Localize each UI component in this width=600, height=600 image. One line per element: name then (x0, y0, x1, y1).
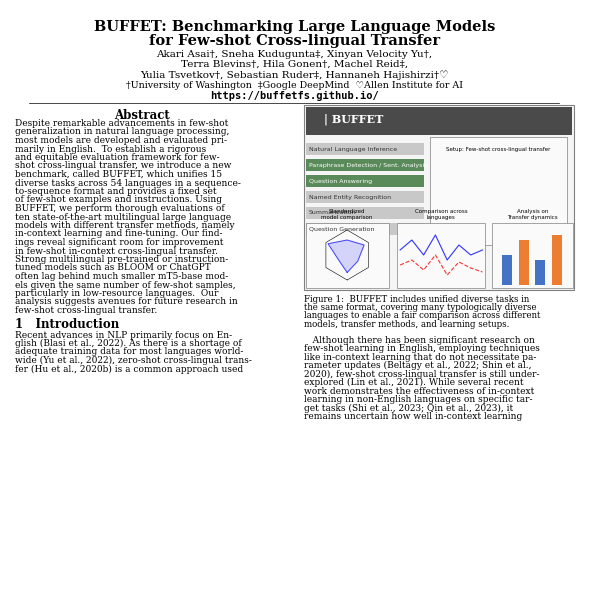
FancyBboxPatch shape (306, 175, 424, 187)
Text: languages to enable a fair comparison across different: languages to enable a fair comparison ac… (304, 311, 541, 320)
Text: models, transfer methods, and learning setups.: models, transfer methods, and learning s… (304, 320, 509, 329)
Text: Despite remarkable advancements in few-shot: Despite remarkable advancements in few-s… (15, 119, 228, 128)
Text: of few-shot examples and instructions. Using: of few-shot examples and instructions. U… (15, 196, 222, 205)
Text: https://buffetfs.github.io/: https://buffetfs.github.io/ (210, 91, 379, 101)
Text: Comparison across
languages: Comparison across languages (415, 209, 467, 220)
Text: fer (Hu et al., 2020b) is a common approach used: fer (Hu et al., 2020b) is a common appro… (15, 364, 243, 374)
FancyBboxPatch shape (492, 223, 572, 288)
Text: work demonstrates the effectiveness of in-context: work demonstrates the effectiveness of i… (304, 387, 535, 396)
Text: get tasks (Shi et al., 2023; Qin et al., 2023), it: get tasks (Shi et al., 2023; Qin et al.,… (304, 404, 513, 413)
FancyBboxPatch shape (306, 207, 424, 219)
Text: most models are developed and evaluated pri-: most models are developed and evaluated … (15, 136, 227, 145)
FancyBboxPatch shape (306, 223, 424, 235)
Text: diverse tasks across 54 languages in a sequence-: diverse tasks across 54 languages in a s… (15, 179, 241, 187)
Text: els given the same number of few-shot samples,: els given the same number of few-shot sa… (15, 280, 235, 289)
Text: 2020), few-shot cross-lingual transfer is still under-: 2020), few-shot cross-lingual transfer i… (304, 370, 539, 379)
Text: analysis suggests avenues for future research in: analysis suggests avenues for future res… (15, 298, 238, 307)
Text: 1   Introduction: 1 Introduction (15, 319, 119, 331)
Text: explored (Lin et al., 2021). While several recent: explored (Lin et al., 2021). While sever… (304, 378, 524, 388)
Polygon shape (328, 240, 364, 272)
FancyBboxPatch shape (306, 143, 424, 155)
FancyBboxPatch shape (397, 223, 485, 288)
Text: generalization in natural language processing,: generalization in natural language proce… (15, 127, 229, 136)
Text: Strong multilingual pre-trained or instruction-: Strong multilingual pre-trained or instr… (15, 255, 228, 264)
FancyBboxPatch shape (306, 191, 424, 203)
Text: in few-shot in-context cross-lingual transfer.: in few-shot in-context cross-lingual tra… (15, 247, 218, 256)
Text: particularly in low-resource languages.  Our: particularly in low-resource languages. … (15, 289, 218, 298)
Text: adequate training data for most languages world-: adequate training data for most language… (15, 347, 243, 356)
Text: Setup: Few-shot cross-lingual transfer: Setup: Few-shot cross-lingual transfer (446, 148, 550, 152)
Text: marily in English.  To establish a rigorous: marily in English. To establish a rigoro… (15, 145, 206, 154)
Text: Analysis on
Transfer dynamics: Analysis on Transfer dynamics (507, 209, 558, 220)
Text: remains uncertain how well in-context learning: remains uncertain how well in-context le… (304, 412, 522, 421)
Text: | BUFFET: | BUFFET (323, 113, 383, 125)
Text: BUFFET: Benchmarking Large Language Models: BUFFET: Benchmarking Large Language Mode… (94, 20, 495, 34)
Text: like in-context learning that do not necessitate pa-: like in-context learning that do not nec… (304, 353, 536, 362)
Text: Named Entity Recognition: Named Entity Recognition (309, 194, 391, 199)
Text: benchmark, called BUFFET, which unifies 15: benchmark, called BUFFET, which unifies … (15, 170, 222, 179)
Text: wide (Yu et al., 2022), zero-shot cross-lingual trans-: wide (Yu et al., 2022), zero-shot cross-… (15, 356, 251, 365)
Text: Abstract: Abstract (115, 109, 170, 122)
Text: Summarization: Summarization (309, 211, 356, 215)
FancyBboxPatch shape (306, 223, 389, 288)
Text: Figure 1:  BUFFET includes unified diverse tasks in: Figure 1: BUFFET includes unified divers… (304, 295, 529, 304)
Text: glish (Blasi et al., 2022). As there is a shortage of: glish (Blasi et al., 2022). As there is … (15, 339, 241, 348)
Text: few-shot cross-lingual transfer.: few-shot cross-lingual transfer. (15, 306, 157, 315)
Text: Yulia Tsvetkov†, Sebastian Ruder‡, Hannaneh Hajishirzi†♡: Yulia Tsvetkov†, Sebastian Ruder‡, Hanna… (140, 70, 448, 80)
FancyBboxPatch shape (552, 235, 562, 285)
Text: models with different transfer methods, namely: models with different transfer methods, … (15, 221, 235, 230)
FancyBboxPatch shape (535, 260, 545, 285)
Text: ten state-of-the-art multilingual large language: ten state-of-the-art multilingual large … (15, 212, 231, 221)
FancyBboxPatch shape (430, 137, 567, 245)
FancyBboxPatch shape (519, 240, 529, 285)
Text: BUFFET, we perform thorough evaluations of: BUFFET, we perform thorough evaluations … (15, 204, 224, 213)
Text: few-shot learning in English, employing techniques: few-shot learning in English, employing … (304, 344, 540, 353)
Text: to-sequence format and provides a fixed set: to-sequence format and provides a fixed … (15, 187, 217, 196)
Text: in-context learning and fine-tuning. Our find-: in-context learning and fine-tuning. Our… (15, 229, 222, 238)
Text: Question Answering: Question Answering (309, 179, 372, 184)
Text: rameter updates (Beltagy et al., 2022; Shin et al.,: rameter updates (Beltagy et al., 2022; S… (304, 361, 532, 370)
Text: often lag behind much smaller mT5-base mod-: often lag behind much smaller mT5-base m… (15, 272, 228, 281)
Text: and equitable evaluation framework for few-: and equitable evaluation framework for f… (15, 153, 220, 162)
Text: Recent advances in NLP primarily focus on En-: Recent advances in NLP primarily focus o… (15, 331, 232, 340)
Text: the same format, covering many typologically diverse: the same format, covering many typologic… (304, 303, 536, 312)
Text: Although there has been significant research on: Although there has been significant rese… (304, 336, 535, 345)
Text: †University of Washington  ‡Google DeepMind  ♡Allen Institute for AI: †University of Washington ‡Google DeepMi… (125, 81, 463, 90)
FancyBboxPatch shape (502, 255, 512, 285)
FancyBboxPatch shape (304, 105, 574, 290)
Text: Akari Asai†, Sneha Kudugunta‡, Xinyan Velocity Yu†,: Akari Asai†, Sneha Kudugunta‡, Xinyan Ve… (156, 50, 432, 59)
FancyBboxPatch shape (306, 159, 424, 171)
FancyBboxPatch shape (306, 107, 572, 135)
Text: Question Generation: Question Generation (309, 226, 374, 232)
Text: Terra Blevins†, Hila Gonen†, Machel Reid‡,: Terra Blevins†, Hila Gonen†, Machel Reid… (181, 60, 408, 69)
Text: learning in non-English languages on specific tar-: learning in non-English languages on spe… (304, 395, 532, 404)
Text: Standardized
model comparison: Standardized model comparison (322, 209, 373, 220)
Text: shot cross-lingual transfer, we introduce a new: shot cross-lingual transfer, we introduc… (15, 161, 231, 170)
Text: for Few-shot Cross-lingual Transfer: for Few-shot Cross-lingual Transfer (149, 34, 440, 48)
Text: tuned models such as BLOOM or ChatGPT: tuned models such as BLOOM or ChatGPT (15, 263, 211, 272)
Text: ings reveal significant room for improvement: ings reveal significant room for improve… (15, 238, 223, 247)
Text: Paraphrase Detection / Sent. Analysis: Paraphrase Detection / Sent. Analysis (309, 163, 427, 167)
Text: Natural Language Inference: Natural Language Inference (309, 146, 397, 151)
